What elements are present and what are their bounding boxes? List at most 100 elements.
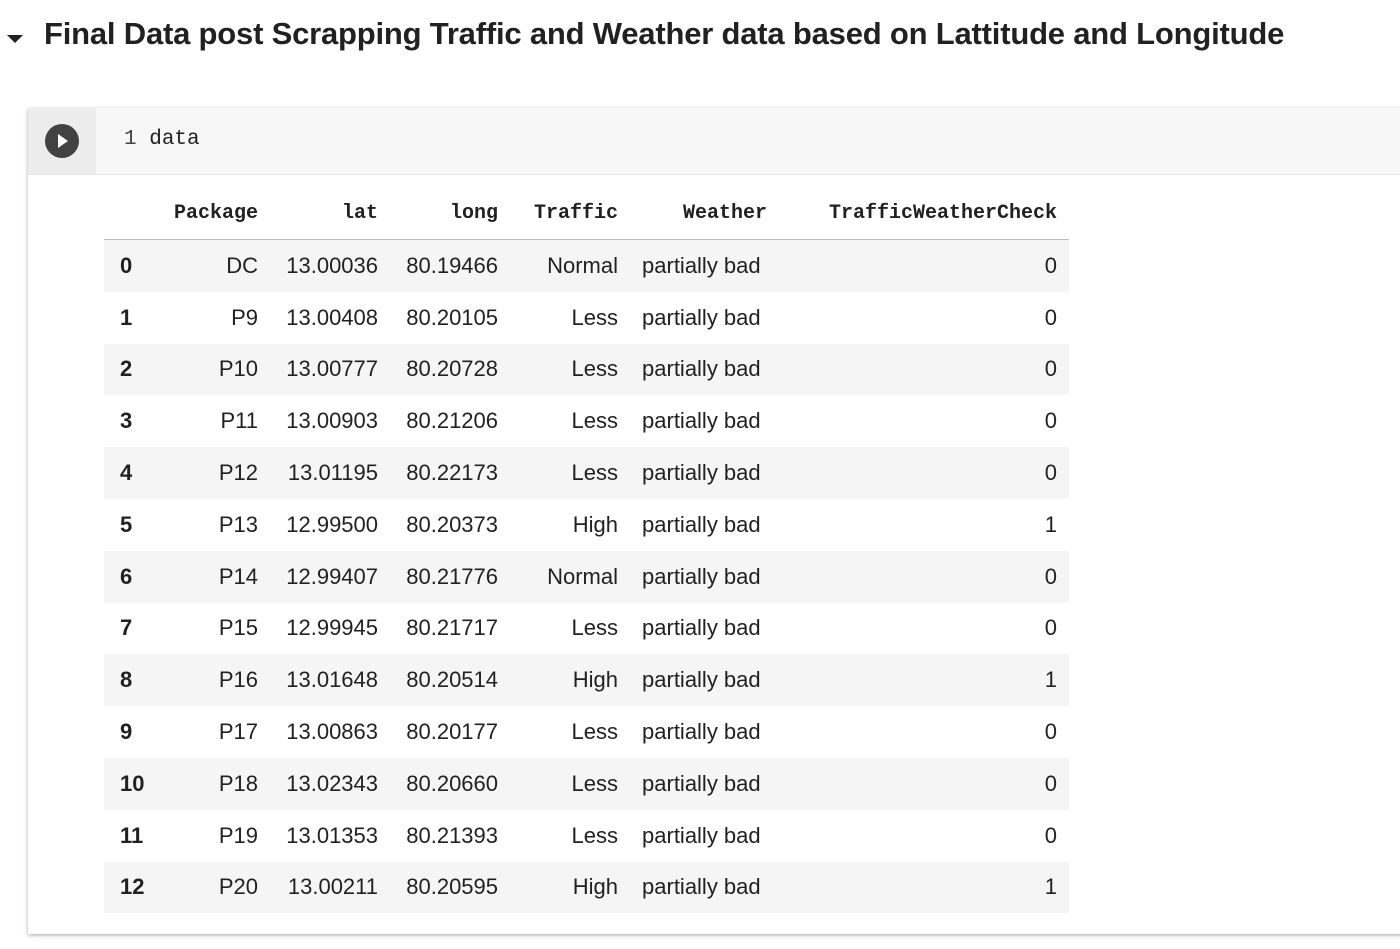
cell-package: P15 [162, 602, 271, 655]
cell-package: P17 [162, 706, 271, 758]
row-index: 7 [104, 602, 162, 655]
row-index: 2 [104, 343, 162, 396]
cell-lat: 13.00211 [270, 861, 391, 914]
cell-traffic: High [510, 654, 631, 707]
cell-long: 80.21776 [390, 550, 511, 603]
cell-lat: 12.99500 [270, 498, 391, 551]
cell-traffic: Normal [510, 239, 631, 292]
table-row: 2 P10 13.00777 80.20728 Less partially bad 0 [104, 343, 1070, 396]
cell-traffic: Less [510, 343, 631, 396]
cell-weather: partially bad [630, 498, 780, 551]
column-header-traffic: Traffic [510, 188, 631, 240]
table-row: 12 P20 13.00211 80.20595 High partially bad 1 [104, 861, 1070, 914]
section-title: Final Data post Scrapping Traffic and We… [44, 16, 1285, 51]
row-index: 9 [104, 706, 162, 758]
column-header-trafficweathercheck: TrafficWeatherCheck [779, 188, 1070, 240]
cell-trafficweathercheck: 0 [779, 343, 1070, 396]
cell-long: 80.22173 [390, 447, 511, 499]
cell-weather: partially bad [630, 654, 780, 707]
cell-traffic: Less [510, 291, 631, 344]
row-index: 4 [104, 447, 162, 499]
caret-down-icon[interactable] [4, 28, 26, 50]
cell-trafficweathercheck: 1 [779, 654, 1070, 707]
cell-package: P10 [162, 343, 271, 396]
cell-trafficweathercheck: 0 [779, 706, 1070, 758]
table-row: 6 P14 12.99407 80.21776 Normal partially bad 0 [104, 550, 1070, 603]
section-header: Final Data post Scrapping Traffic and We… [0, 0, 1400, 80]
cell-output: Package lat long Traffic Weather Traffic… [104, 188, 1070, 914]
cell-trafficweathercheck: 0 [779, 550, 1070, 603]
table-row: 3 P11 13.00903 80.21206 Less partially bad 0 [104, 395, 1070, 448]
row-index: 3 [104, 395, 162, 448]
row-index: 1 [104, 291, 162, 344]
cell-long: 80.20177 [390, 706, 511, 758]
cell-lat: 13.00903 [270, 395, 391, 448]
cell-lat: 13.02343 [270, 757, 391, 810]
table-row: 1 P9 13.00408 80.20105 Less partially bad 0 [104, 291, 1070, 344]
cell-weather: partially bad [630, 602, 780, 655]
cell-weather: partially bad [630, 343, 780, 396]
cell-trafficweathercheck: 0 [779, 239, 1070, 292]
row-index: 10 [104, 757, 162, 810]
table-row: 5 P13 12.99500 80.20373 High partially bad 1 [104, 498, 1070, 551]
cell-traffic: Less [510, 757, 631, 810]
cell-weather: partially bad [630, 239, 780, 292]
cell-package: DC [162, 239, 271, 292]
cell-long: 80.20105 [390, 291, 511, 344]
code-cell[interactable]: 1 data Package lat long Traffic Weather … [28, 108, 1400, 934]
column-header-weather: Weather [630, 188, 780, 240]
cell-long: 80.20660 [390, 757, 511, 810]
cell-lat: 13.00863 [270, 706, 391, 758]
row-index: 5 [104, 498, 162, 551]
row-index: 8 [104, 654, 162, 707]
cell-weather: partially bad [630, 861, 780, 914]
cell-long: 80.20514 [390, 654, 511, 707]
cell-package: P14 [162, 550, 271, 603]
cell-trafficweathercheck: 1 [779, 861, 1070, 914]
cell-weather: partially bad [630, 550, 780, 603]
cell-traffic: High [510, 498, 631, 551]
cell-lat: 13.01195 [270, 447, 391, 499]
code-text[interactable]: data [149, 128, 200, 151]
cell-package: P20 [162, 861, 271, 914]
code-editor-line[interactable]: 1 data [124, 128, 200, 151]
cell-lat: 13.00777 [270, 343, 391, 396]
cell-long: 80.21206 [390, 395, 511, 448]
cell-package: P13 [162, 498, 271, 551]
cell-lat: 12.99407 [270, 550, 391, 603]
cell-lat: 13.01353 [270, 809, 391, 862]
play-icon [58, 134, 68, 148]
cell-package: P16 [162, 654, 271, 707]
cell-package: P19 [162, 809, 271, 862]
row-index: 6 [104, 550, 162, 603]
column-header-package: Package [162, 188, 271, 240]
cell-weather: partially bad [630, 447, 780, 499]
cell-traffic: Less [510, 395, 631, 448]
cell-trafficweathercheck: 0 [779, 291, 1070, 344]
cell-trafficweathercheck: 0 [779, 602, 1070, 655]
row-index: 11 [104, 809, 162, 862]
cell-long: 80.20373 [390, 498, 511, 551]
cell-long: 80.21717 [390, 602, 511, 655]
cell-weather: partially bad [630, 757, 780, 810]
column-header-long: long [390, 188, 511, 240]
cell-lat: 13.00036 [270, 239, 391, 292]
cell-trafficweathercheck: 0 [779, 757, 1070, 810]
cell-trafficweathercheck: 0 [779, 395, 1070, 448]
table-row: 11 P19 13.01353 80.21393 Less partially bad 0 [104, 809, 1070, 862]
cell-weather: partially bad [630, 395, 780, 448]
line-number: 1 [124, 128, 137, 151]
cell-traffic: High [510, 861, 631, 914]
cell-package: P12 [162, 447, 271, 499]
cell-weather: partially bad [630, 291, 780, 344]
cell-traffic: Less [510, 447, 631, 499]
run-cell-button[interactable] [45, 124, 79, 158]
cell-input[interactable]: 1 data [28, 108, 1400, 175]
cell-trafficweathercheck: 0 [779, 447, 1070, 499]
index-header [104, 188, 162, 240]
table-row: 0 DC 13.00036 80.19466 Normal partially bad 0 [104, 239, 1070, 292]
cell-long: 80.21393 [390, 809, 511, 862]
cell-long: 80.20728 [390, 343, 511, 396]
cell-trafficweathercheck: 0 [779, 809, 1070, 862]
cell-traffic: Normal [510, 550, 631, 603]
